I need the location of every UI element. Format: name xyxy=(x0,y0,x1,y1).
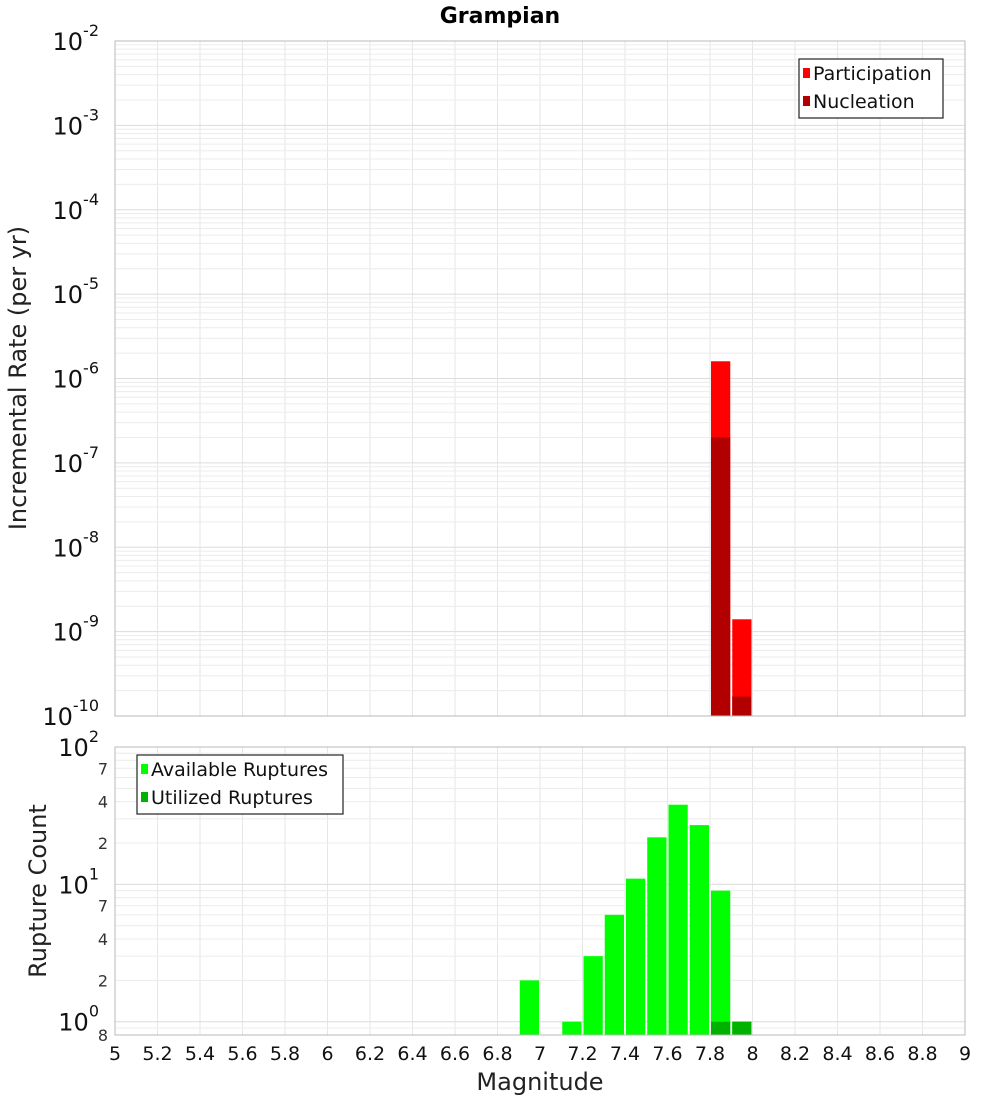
x-tick-label: 7 xyxy=(534,1043,546,1065)
x-axis-label: Magnitude xyxy=(476,1068,603,1096)
bar-nucleation-0 xyxy=(711,437,731,716)
x-tick-label: 8.2 xyxy=(780,1043,810,1065)
legend-swatch xyxy=(141,792,148,802)
bar-available-ruptures-0 xyxy=(519,980,539,1035)
y-tick-label: 10-4 xyxy=(53,190,100,225)
legend-box xyxy=(136,754,344,815)
y-tick-label: 100 xyxy=(58,1002,99,1037)
bar-available-ruptures-2 xyxy=(583,956,603,1035)
legend-swatch xyxy=(803,68,810,78)
x-tick-label: 5.4 xyxy=(185,1043,215,1065)
bottom-plot-border xyxy=(114,746,966,1036)
x-tick-label: 6.6 xyxy=(440,1043,470,1065)
chart-title: Grampian xyxy=(440,4,560,29)
x-tick-label: 6 xyxy=(321,1043,333,1065)
bar-participation-1 xyxy=(732,619,752,716)
y-tick-label: 10-8 xyxy=(53,527,100,562)
bar-available-ruptures-3 xyxy=(604,914,624,1035)
legend-swatch xyxy=(141,764,148,774)
bar-available-ruptures-6 xyxy=(668,804,688,1035)
bar-available-ruptures-1 xyxy=(562,1021,582,1035)
y-tick-label: 10-10 xyxy=(42,696,99,731)
top-grid xyxy=(115,41,965,717)
x-tick-label: 5.6 xyxy=(227,1043,257,1065)
bar-available-ruptures-4 xyxy=(626,878,646,1035)
y-tick-label: 10-9 xyxy=(53,612,100,647)
top-panel: 10-2 10-3 10-4 10-5 10-6 10-7 10-8 10-9 10-10 In… xyxy=(4,21,966,731)
bar-utilized-ruptures-0 xyxy=(711,1021,731,1035)
y-tick-label-minor: 2 xyxy=(98,971,108,990)
bar-utilized-ruptures-1 xyxy=(732,1021,752,1035)
x-tick-label: 8.6 xyxy=(865,1043,895,1065)
x-tick-label: 8.8 xyxy=(907,1043,937,1065)
x-tick-label: 5.2 xyxy=(142,1043,172,1065)
x-tick-label: 7.4 xyxy=(610,1043,640,1065)
x-tick-label: 7.6 xyxy=(652,1043,682,1065)
y-tick-label: 10-6 xyxy=(53,359,100,394)
legend-label: Nucleation xyxy=(813,91,915,113)
y-tick-label: 10-5 xyxy=(53,274,100,309)
x-tick-label: 5.8 xyxy=(270,1043,300,1065)
x-tick-label: 8 xyxy=(746,1043,758,1065)
x-tick-label: 8.4 xyxy=(822,1043,852,1065)
legend-box xyxy=(798,58,944,119)
legend-label: Utilized Ruptures xyxy=(151,787,313,809)
y-tick-label-minor: 4 xyxy=(98,930,108,949)
top-y-axis-label: Incremental Rate (per yr) xyxy=(4,226,32,530)
x-tick-label: 9 xyxy=(959,1043,971,1065)
y-tick-label: 10-7 xyxy=(53,443,100,478)
top-bars xyxy=(711,361,752,716)
x-tick-label: 7.2 xyxy=(567,1043,597,1065)
y-tick-label: 10-2 xyxy=(53,21,100,56)
legend-label: Participation xyxy=(813,63,932,85)
y-tick-label-minor: 4 xyxy=(98,793,108,812)
legend-label: Available Ruptures xyxy=(151,759,328,781)
bottom-legend: Available Ruptures Utilized Ruptures xyxy=(136,754,344,815)
bottom-y-axis-label: Rupture Count xyxy=(24,804,52,978)
bar-available-ruptures-7 xyxy=(689,825,709,1035)
bar-available-ruptures-8 xyxy=(711,890,731,1035)
y-tick-label-minor: 8 xyxy=(98,1026,108,1045)
y-tick-label-minor: 7 xyxy=(98,759,108,778)
top-y-axis-ticks: 10-2 10-3 10-4 10-5 10-6 10-7 10-8 10-9 10-10 xyxy=(42,21,99,731)
bottom-bars xyxy=(519,804,752,1035)
y-tick-label: 102 xyxy=(58,727,99,762)
x-tick-label: 6.4 xyxy=(397,1043,427,1065)
bar-nucleation-1 xyxy=(732,696,752,716)
x-tick-label: 5 xyxy=(109,1043,121,1065)
x-axis-ticks: 5 5.2 5.4 5.6 5.8 6 6.2 6.4 6.6 6.8 7 7.2 7.4 7.6 7.8 8… xyxy=(109,1043,971,1065)
top-legend: Participation Nucleation xyxy=(798,58,944,119)
y-tick-label-minor: 7 xyxy=(98,897,108,916)
x-tick-label: 7.8 xyxy=(695,1043,725,1065)
y-tick-label-minor: 2 xyxy=(98,834,108,853)
legend-swatch xyxy=(803,96,810,106)
x-tick-label: 6.8 xyxy=(482,1043,512,1065)
top-plot-border xyxy=(114,40,966,717)
bar-available-ruptures-5 xyxy=(647,837,667,1035)
x-tick-label: 6.2 xyxy=(355,1043,385,1065)
y-tick-label: 10-3 xyxy=(53,105,100,140)
y-tick-label: 101 xyxy=(58,864,99,899)
